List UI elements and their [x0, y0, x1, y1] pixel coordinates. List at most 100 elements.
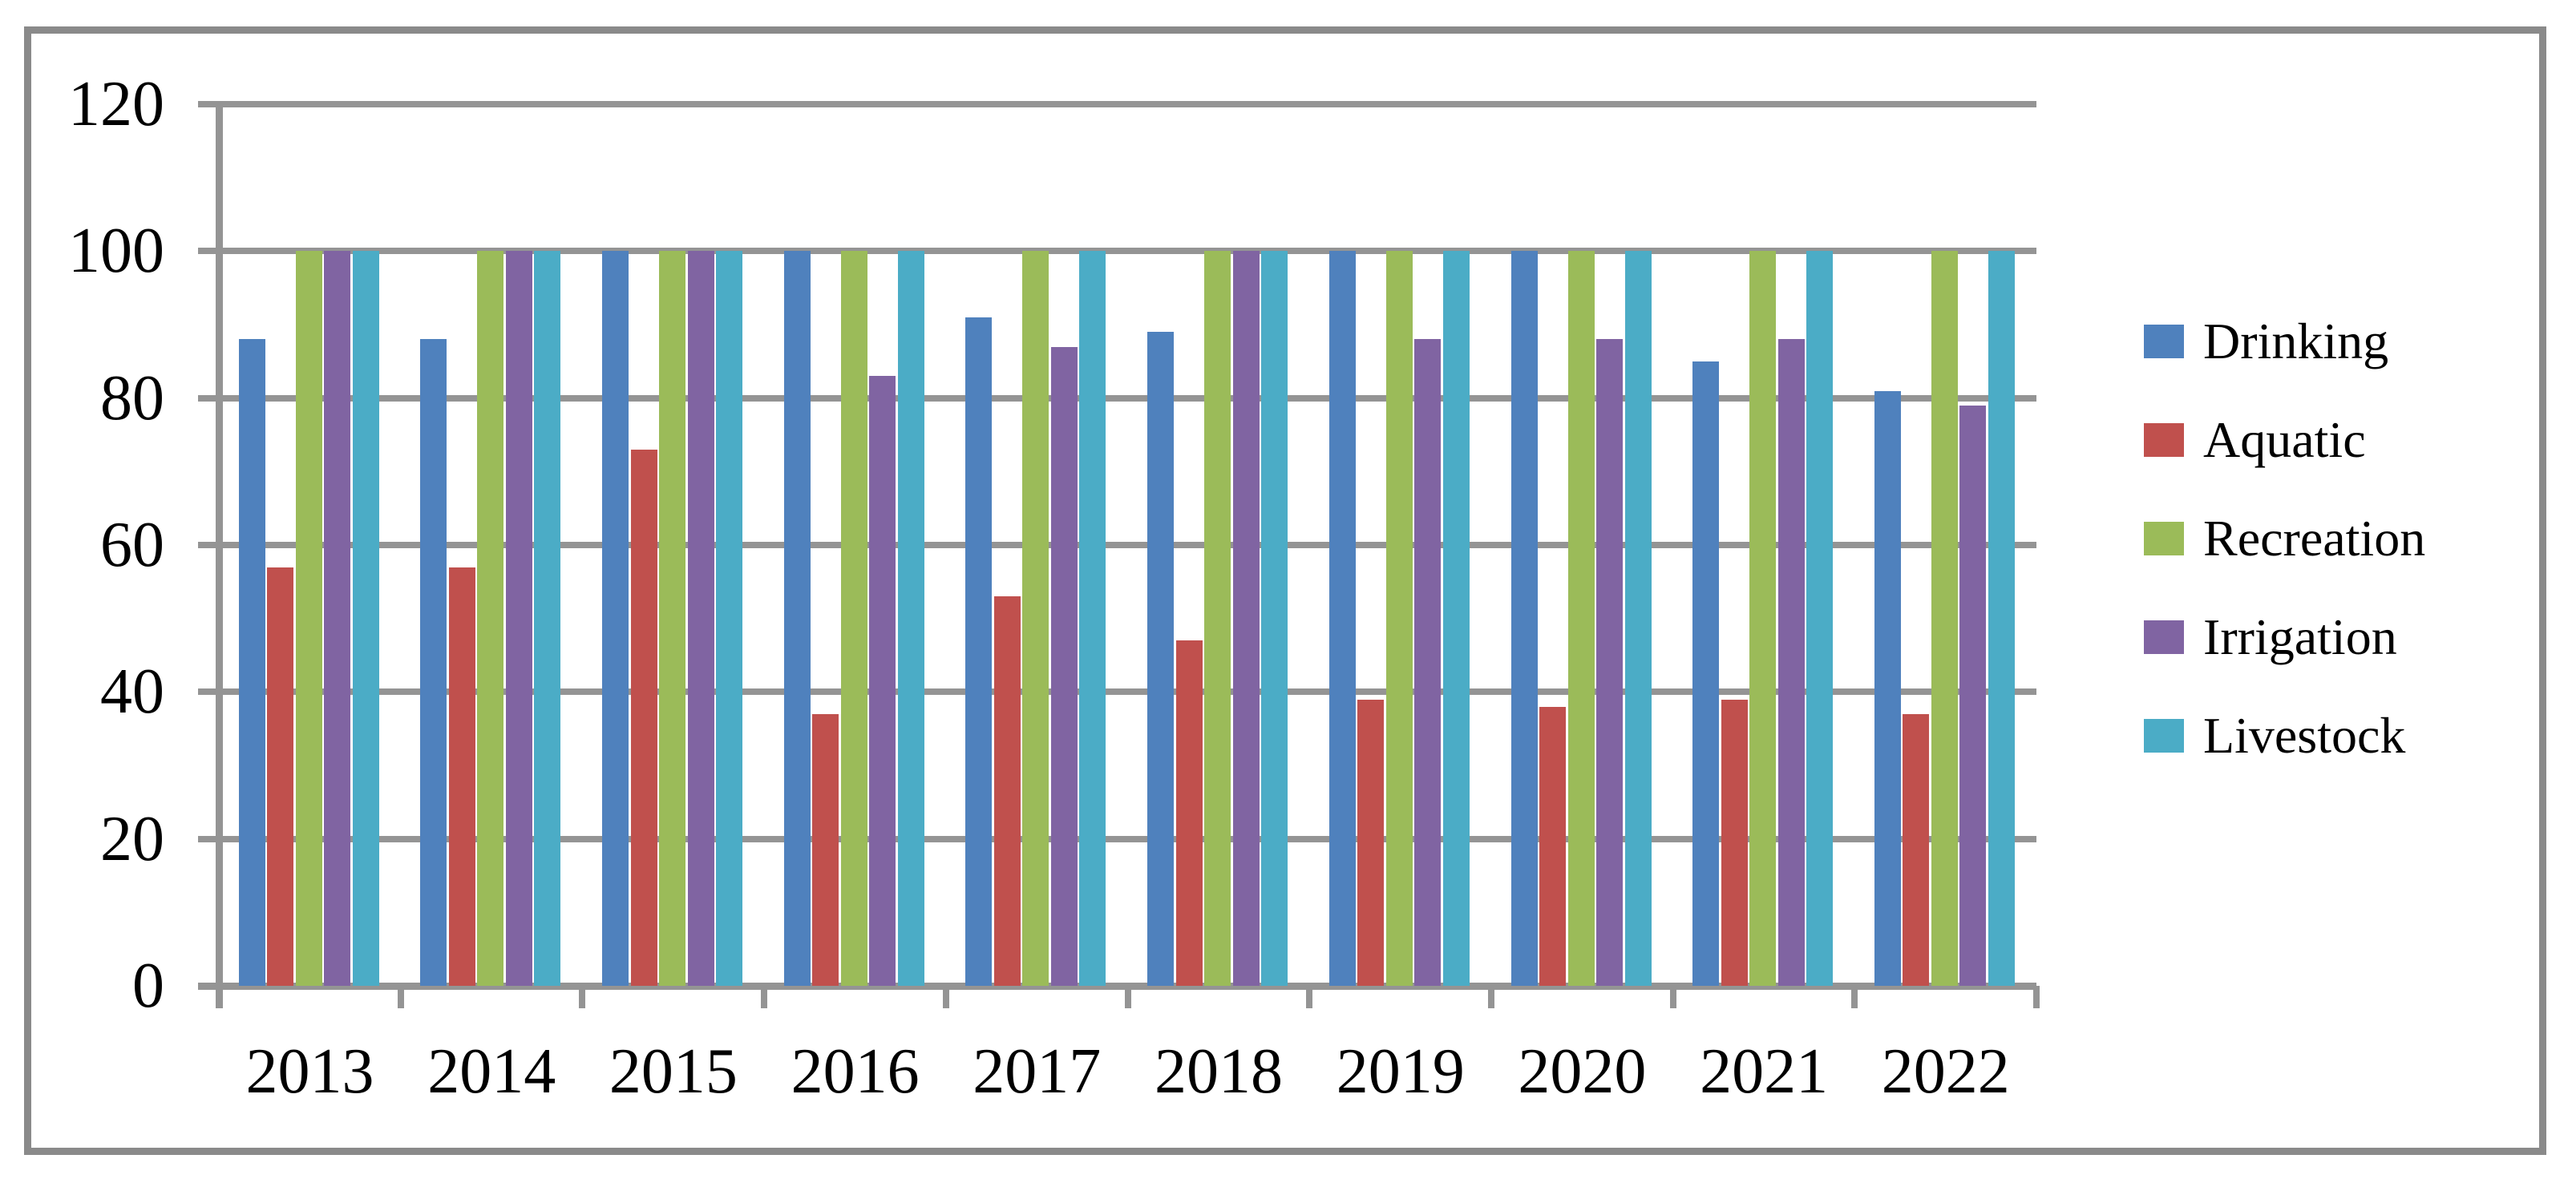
- bar-irrigation-2016: [869, 376, 896, 986]
- bar-drinking-2016: [783, 251, 811, 986]
- x-axis-tick: [1487, 986, 1494, 1008]
- bar-irrigation-2013: [324, 251, 351, 986]
- bar-aquatic-2016: [812, 713, 839, 986]
- y-gridline: [198, 394, 2036, 402]
- aquatic-legend-swatch: [2144, 423, 2184, 457]
- bar-aquatic-2015: [630, 449, 657, 986]
- bar-recreation-2015: [659, 251, 685, 986]
- legend-item-recreation: Recreation: [2144, 507, 2425, 571]
- x-axis-tick: [761, 986, 768, 1008]
- bar-livestock-2015: [716, 251, 742, 986]
- bar-drinking-2022: [1874, 390, 1901, 986]
- bar-drinking-2019: [1328, 251, 1356, 986]
- bar-irrigation-2022: [1959, 405, 1987, 986]
- bar-recreation-2017: [1022, 251, 1049, 986]
- bar-recreation-2021: [1749, 251, 1777, 986]
- legend-label: Aquatic: [2203, 411, 2366, 468]
- legend-label: Irrigation: [2203, 608, 2397, 665]
- bar-recreation-2019: [1385, 251, 1413, 986]
- bar-livestock-2013: [352, 251, 379, 986]
- x-tick-label: 2022: [1881, 1036, 2010, 1107]
- bar-livestock-2016: [897, 251, 924, 986]
- legend-label: Drinking: [2203, 313, 2389, 369]
- x-tick-label: 2014: [427, 1036, 556, 1107]
- y-tick-label: 120: [68, 69, 164, 139]
- x-tick-label: 2019: [1336, 1036, 1465, 1107]
- bar-aquatic-2022: [1903, 713, 1930, 986]
- legend-label: Recreation: [2203, 510, 2426, 567]
- bar-aquatic-2014: [448, 567, 475, 986]
- bar-drinking-2014: [420, 339, 447, 986]
- bar-livestock-2020: [1624, 251, 1652, 986]
- bar-aquatic-2017: [993, 596, 1021, 986]
- x-tick-label: 2016: [791, 1036, 920, 1107]
- bar-recreation-2014: [477, 251, 504, 986]
- bar-aquatic-2018: [1175, 640, 1203, 986]
- bar-recreation-2016: [840, 251, 867, 986]
- y-tick-label: 80: [100, 362, 164, 434]
- bar-drinking-2021: [1692, 361, 1720, 986]
- drinking-legend-swatch: [2144, 325, 2184, 358]
- bar-drinking-2020: [1510, 251, 1538, 986]
- legend-item-irrigation: Irrigation: [2144, 605, 2397, 669]
- y-tick-label: 60: [100, 510, 164, 580]
- y-tick-label: 40: [100, 656, 164, 728]
- legend-item-livestock: Livestock: [2144, 704, 2405, 768]
- y-axis-line: [216, 104, 223, 1008]
- x-tick-label: 2018: [1155, 1036, 1283, 1107]
- bar-aquatic-2021: [1721, 699, 1748, 986]
- bar-irrigation-2015: [687, 251, 714, 986]
- y-gridline: [198, 688, 2036, 696]
- bar-drinking-2013: [238, 339, 265, 986]
- bar-livestock-2017: [1079, 251, 1106, 986]
- bar-drinking-2017: [965, 317, 993, 986]
- bar-irrigation-2019: [1414, 339, 1442, 986]
- bar-irrigation-2017: [1050, 346, 1078, 986]
- y-tick-label: 20: [100, 803, 164, 874]
- bar-irrigation-2014: [505, 251, 532, 986]
- x-tick-label: 2017: [973, 1036, 1102, 1107]
- legend-item-drinking: Drinking: [2144, 309, 2388, 373]
- bar-recreation-2013: [295, 251, 322, 986]
- bar-aquatic-2013: [267, 567, 294, 986]
- bar-recreation-2022: [1931, 251, 1958, 986]
- y-tick-label: 0: [132, 951, 164, 1021]
- irrigation-legend-swatch: [2144, 620, 2184, 654]
- bar-recreation-2020: [1567, 251, 1595, 986]
- bar-livestock-2022: [1988, 251, 2015, 986]
- x-tick-label: 2013: [245, 1036, 374, 1107]
- x-axis-tick: [1124, 986, 1131, 1008]
- bar-aquatic-2020: [1539, 706, 1566, 986]
- legend-label: Livestock: [2203, 707, 2406, 764]
- bar-irrigation-2018: [1232, 251, 1260, 986]
- x-tick-label: 2015: [609, 1036, 738, 1107]
- bar-livestock-2014: [534, 251, 561, 986]
- bar-livestock-2019: [1442, 251, 1470, 986]
- bar-aquatic-2019: [1357, 699, 1385, 986]
- x-tick-label: 2020: [1518, 1036, 1647, 1107]
- bar-irrigation-2021: [1777, 339, 1805, 986]
- y-tick-label: 100: [68, 216, 164, 287]
- x-axis-tick: [1851, 986, 1858, 1008]
- y-gridline: [198, 542, 2036, 548]
- y-gridline: [198, 248, 2036, 255]
- x-tick-label: 2021: [1700, 1036, 1829, 1107]
- x-axis-tick: [942, 986, 949, 1008]
- bar-drinking-2018: [1147, 332, 1175, 986]
- bar-livestock-2018: [1261, 251, 1288, 986]
- livestock-legend-swatch: [2144, 719, 2184, 753]
- bar-irrigation-2020: [1596, 339, 1623, 986]
- x-axis-tick: [2033, 986, 2040, 1008]
- y-gridline: [198, 101, 2036, 107]
- x-axis-line: [198, 983, 2036, 990]
- x-axis-tick: [579, 986, 586, 1008]
- legend-item-aquatic: Aquatic: [2144, 408, 2366, 472]
- recreation-legend-swatch: [2144, 522, 2184, 555]
- bar-livestock-2021: [1806, 251, 1834, 986]
- x-axis-tick: [1669, 986, 1676, 1008]
- x-axis-tick: [1306, 986, 1313, 1008]
- bar-drinking-2015: [602, 251, 629, 986]
- y-gridline: [198, 835, 2036, 842]
- x-axis-tick: [397, 986, 404, 1008]
